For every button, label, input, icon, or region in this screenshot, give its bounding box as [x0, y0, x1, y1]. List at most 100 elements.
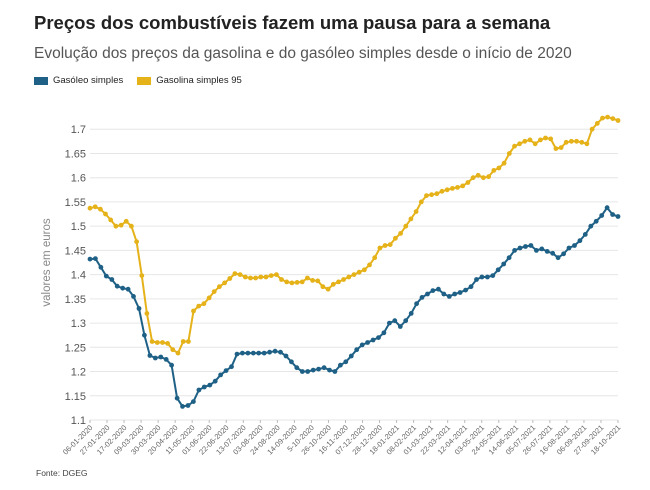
data-point-petrol [574, 138, 579, 144]
data-point-diesel [93, 256, 98, 261]
data-point-diesel [223, 368, 229, 373]
legend-label-diesel: Gasóleo simples [53, 75, 124, 86]
data-point-petrol [548, 136, 554, 142]
y-tick-label: 1.2 [71, 367, 86, 379]
data-point-petrol [387, 242, 393, 248]
data-point-petrol [367, 262, 372, 268]
data-point-diesel [289, 359, 294, 365]
data-point-diesel [103, 273, 109, 279]
y-tick-label: 1.55 [65, 197, 86, 209]
data-point-petrol [610, 116, 616, 121]
legend-label-petrol: Gasolina simples 95 [156, 75, 242, 86]
data-point-diesel [250, 350, 256, 356]
data-point-diesel [517, 245, 523, 251]
data-point-petrol [170, 347, 176, 353]
data-point-petrol [175, 350, 181, 356]
data-point-diesel [207, 382, 213, 388]
data-point-petrol [196, 303, 202, 309]
data-point-diesel [414, 301, 419, 307]
data-point-petrol [615, 118, 621, 123]
data-point-petrol [496, 165, 502, 171]
data-point-diesel [485, 274, 490, 280]
data-point-diesel [332, 369, 338, 374]
data-point-diesel [109, 277, 115, 282]
data-point-diesel [544, 249, 550, 254]
data-point-diesel [163, 357, 169, 362]
data-point-diesel [468, 284, 474, 290]
data-point-diesel [397, 324, 403, 329]
data-point-petrol [501, 160, 507, 166]
data-point-diesel [539, 246, 545, 252]
data-point-petrol [398, 231, 403, 236]
data-point-diesel [321, 365, 327, 371]
data-point-petrol [439, 188, 445, 194]
data-point-petrol [393, 235, 398, 241]
data-point-petrol [522, 138, 528, 144]
data-point-petrol [160, 340, 165, 345]
y-tick-label: 1.4 [71, 270, 86, 282]
data-point-petrol [222, 280, 228, 286]
data-point-diesel [392, 318, 398, 324]
data-point-petrol [315, 278, 321, 284]
data-point-diesel [136, 306, 142, 311]
data-point-petrol [563, 139, 569, 145]
data-point-petrol [558, 145, 564, 151]
data-point-petrol [377, 245, 383, 251]
y-tick-label: 1.65 [65, 148, 86, 160]
data-point-petrol [517, 141, 522, 147]
data-point-diesel [610, 212, 615, 217]
data-point-petrol [325, 286, 331, 292]
data-point-diesel [403, 318, 409, 324]
data-point-petrol [217, 284, 222, 290]
data-point-diesel [131, 294, 136, 299]
data-point-diesel [588, 223, 594, 229]
data-point-diesel [599, 213, 605, 218]
y-tick-label: 1.45 [65, 245, 86, 257]
data-point-diesel [196, 387, 202, 393]
chart-title: Preços dos combustíveis fazem uma pausa … [34, 12, 551, 33]
data-point-diesel [512, 248, 517, 253]
data-point-petrol [589, 126, 595, 132]
data-point-diesel [114, 283, 120, 289]
data-point-petrol [274, 272, 279, 277]
data-point-petrol [180, 339, 186, 344]
data-point-petrol [434, 191, 440, 197]
data-point-petrol [242, 274, 248, 280]
data-point-petrol [429, 192, 434, 198]
data-point-diesel [169, 362, 175, 368]
data-point-petrol [455, 185, 460, 190]
series-line-petrol [89, 116, 619, 355]
data-point-petrol [418, 199, 424, 205]
data-point-petrol [372, 255, 378, 261]
data-point-diesel [87, 256, 93, 262]
data-point-diesel [218, 372, 224, 378]
y-tick-label: 1.1 [71, 415, 86, 427]
data-point-diesel [501, 261, 507, 267]
data-point-diesel [305, 369, 311, 374]
data-point-diesel [316, 366, 321, 372]
data-point-diesel [436, 286, 441, 292]
legend-swatch-diesel [34, 76, 48, 85]
y-tick-label: 1.6 [71, 173, 86, 185]
data-point-petrol [201, 301, 207, 307]
data-point-diesel [185, 403, 191, 408]
y-tick-label: 1.5 [71, 221, 86, 233]
data-point-petrol [450, 186, 455, 191]
data-point-diesel [256, 350, 262, 356]
data-point-petrol [237, 272, 243, 277]
data-point-petrol [320, 284, 326, 290]
data-point-diesel [615, 214, 621, 219]
data-point-diesel [582, 232, 588, 237]
data-point-diesel [572, 243, 577, 248]
data-point-diesel [98, 264, 104, 270]
data-point-diesel [381, 330, 387, 336]
data-point-diesel [561, 251, 566, 257]
data-point-diesel [425, 291, 430, 297]
data-point-diesel [267, 349, 272, 355]
data-point-petrol [362, 267, 367, 273]
data-point-diesel [299, 369, 305, 374]
data-point-petrol [253, 275, 258, 281]
data-point-diesel [245, 350, 251, 356]
series-line-diesel [89, 206, 619, 408]
